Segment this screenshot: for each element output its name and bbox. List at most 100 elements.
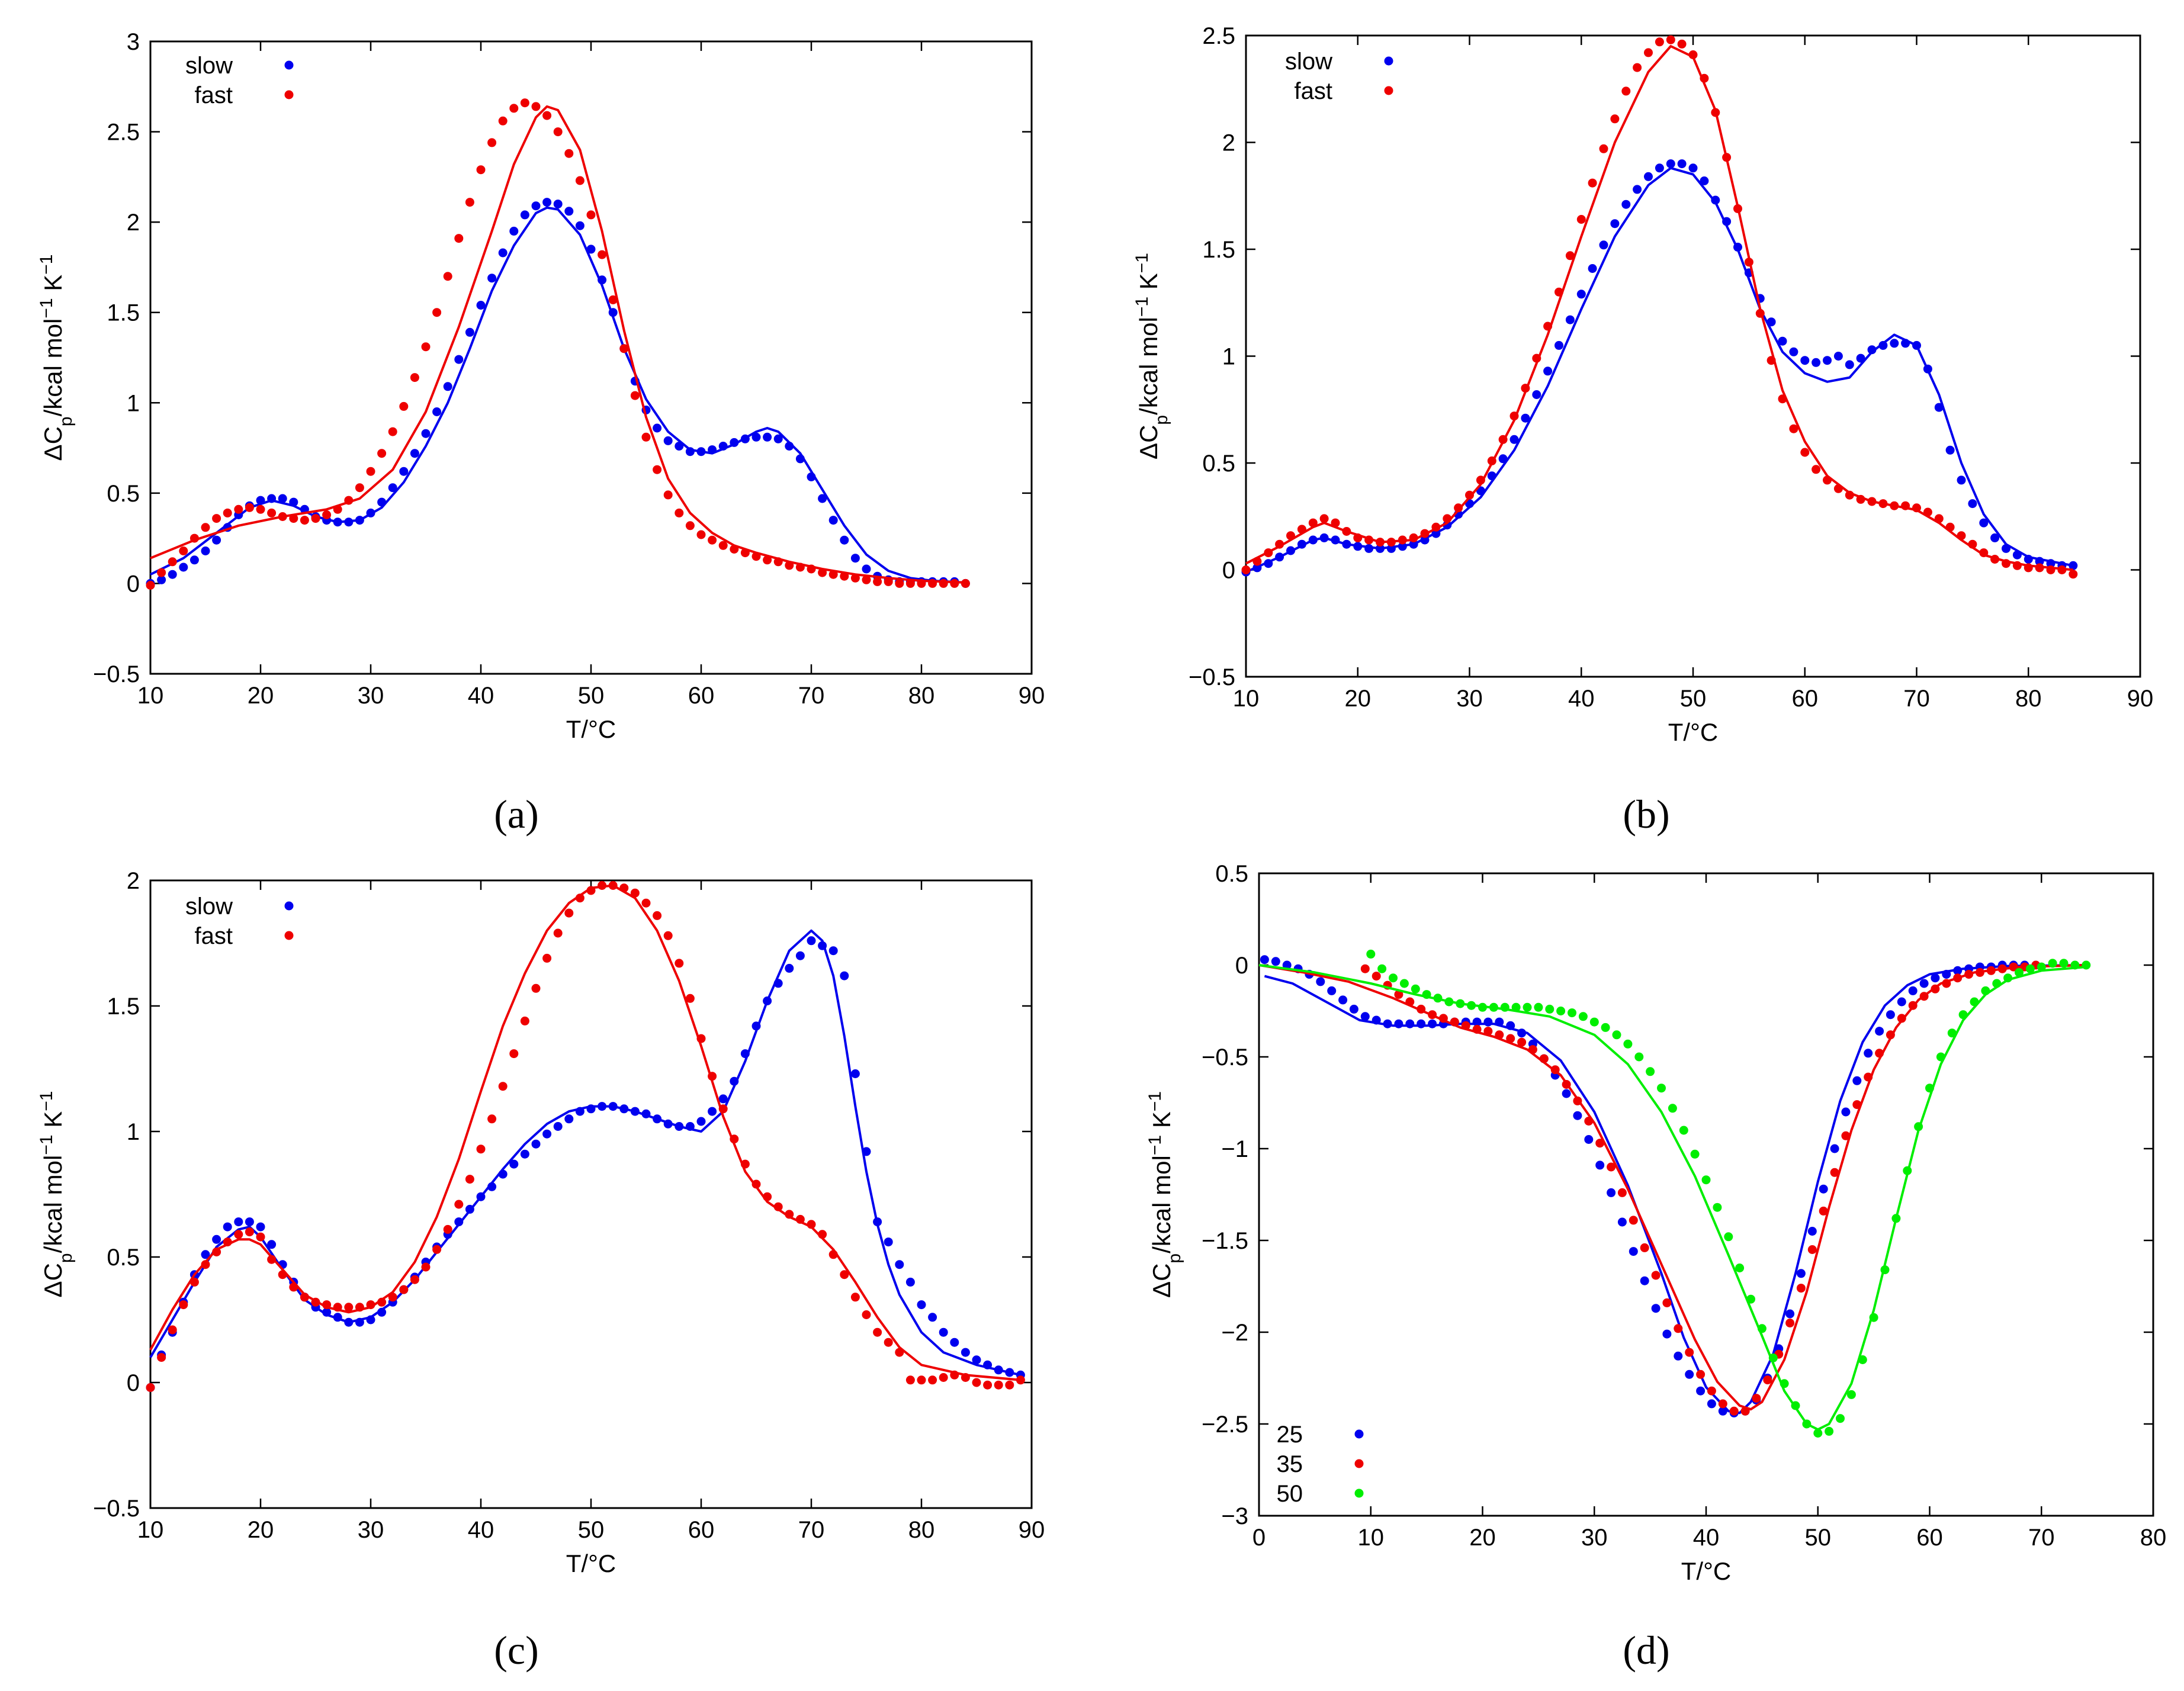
data-point [1890,501,1899,510]
data-point [685,994,695,1003]
data-point [663,931,673,940]
data-point [1342,527,1351,536]
data-point [730,1134,739,1144]
data-point [1869,1313,1878,1322]
data-point [1890,339,1899,348]
data-point [1394,1019,1403,1028]
data-point [1428,1010,1437,1020]
data-point [212,1235,221,1244]
data-point [355,1317,364,1327]
legend-marker-25 [1354,1429,1364,1439]
data-point [763,555,772,565]
data-point [212,514,221,523]
data-point [641,1109,651,1118]
data-point [2025,964,2035,973]
data-point [1478,1002,1487,1012]
fit-line-slow [150,206,966,584]
data-point [2024,563,2033,573]
panel-d: 0 10 20 30 40 50 60 70 80 −3 −2.5 −2 −1.5 −1 −0.5 0 0.5 T… [1145,861,2167,1585]
data-point [961,1348,970,1357]
data-point [1970,997,1979,1007]
data-point [1800,356,1810,365]
data-point [542,198,552,207]
data-point [608,881,618,890]
data-point [2002,544,2010,553]
data-point [785,442,794,451]
data-point [685,447,695,456]
data-point [1891,1214,1901,1223]
x-axis-label: T/°C [566,1549,616,1577]
data-point [630,391,640,400]
data-point [950,578,959,588]
data-point [884,1338,893,1347]
data-point [410,373,419,382]
y-axis-label-unit2: K [39,1111,67,1135]
plot-frame [1245,34,2141,678]
x-tick-label: 90 [1019,683,1045,709]
data-point [1677,39,1687,49]
data-point [1353,542,1363,551]
data-point [751,1021,761,1031]
data-point [795,562,805,572]
data-point [1644,172,1653,181]
caption-a: (a) [494,792,538,837]
data-point [1607,1188,1616,1197]
data-point [1740,1406,1750,1416]
series-25 [1260,955,2086,1417]
data-point [256,496,265,505]
data-point [1562,1080,1571,1089]
data-point [1852,1076,1862,1085]
data-point [1016,1375,1025,1385]
data-point [1655,163,1664,173]
data-point [785,561,794,570]
data-point [289,497,298,507]
data-point [1599,240,1608,250]
data-point [388,483,397,493]
data-point [740,1049,750,1059]
panel-b: 10 20 30 40 50 60 70 80 90 −0.5 0 0.5 1 1.5 2 2.5 T/°C ΔC… [1132,23,2154,746]
data-point [333,517,342,527]
data-point [1364,544,1374,553]
data-point [223,1237,232,1247]
data-point [751,1179,761,1189]
data-point [322,1307,332,1317]
data-point [234,1230,243,1239]
data-point [278,494,287,503]
data-point [730,438,739,447]
data-point [850,554,860,563]
data-point [586,245,596,254]
data-point [1942,979,1951,988]
data-point [939,1373,948,1382]
data-point [675,442,684,451]
data-point [1923,364,1932,374]
data-point [740,1159,750,1169]
data-point [1858,1355,1867,1364]
data-point [168,1325,177,1335]
data-point [1349,1004,1358,1014]
data-point [1813,1429,1823,1438]
data-point [1405,997,1415,1007]
data-point [1901,339,1910,348]
data-point [773,979,783,988]
data-point [740,548,750,558]
data-point [1919,979,1929,988]
x-tick-label: 80 [2015,686,2042,712]
data-point [807,472,816,481]
data-point [1845,360,1854,369]
y-axis-label: ΔCp/kcal mol−1 K−1 [37,255,76,461]
x-axis-label: T/°C [1681,1557,1731,1585]
data-point [1733,242,1742,252]
data-point [1796,1269,1806,1278]
data-point [476,1145,486,1154]
data-point [1666,159,1675,169]
data-point [1405,1019,1415,1028]
data-point [1722,217,1732,226]
data-point [1823,356,1832,365]
x-tick-label: 20 [1345,686,1372,712]
x-axis-label: T/°C [1668,718,1718,746]
y-tick-label: 2 [127,210,140,236]
data-point [443,272,452,281]
x-tick-label: 80 [2140,1525,2167,1551]
data-point [476,1192,486,1201]
data-point [850,573,860,583]
